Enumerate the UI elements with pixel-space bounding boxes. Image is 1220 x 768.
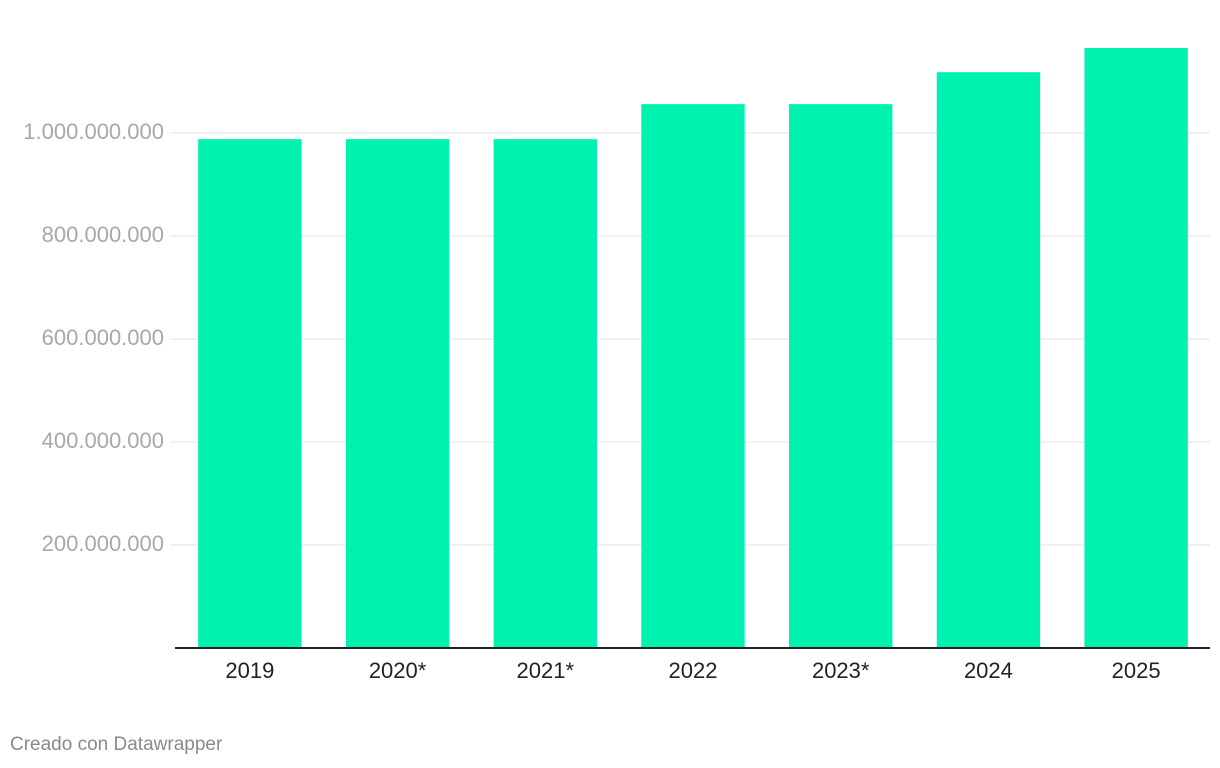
credit: Creado con Datawrapper (10, 734, 223, 755)
bar (641, 104, 745, 649)
x-tick-label: 2023* (812, 658, 870, 683)
y-tick-label: 400.000.000 (42, 428, 164, 453)
y-tick-label: 600.000.000 (42, 325, 164, 350)
bar (1084, 48, 1188, 648)
y-tick-label: 1.000.000.000 (23, 119, 164, 144)
x-tick-label: 2024 (964, 658, 1013, 683)
bar (345, 139, 450, 648)
bar (789, 104, 893, 649)
x-tick-label: 2021* (517, 658, 575, 683)
y-tick-label: 800.000.000 (42, 222, 164, 247)
x-tick-label: 2025 (1112, 658, 1161, 683)
bar (198, 139, 302, 648)
bar (936, 72, 1041, 649)
x-tick-label: 2022 (669, 658, 718, 683)
x-tick-label: 2020* (369, 658, 427, 683)
bar (493, 139, 597, 648)
y-tick-label: 200.000.000 (42, 531, 164, 556)
x-tick-label: 2019 (225, 658, 274, 683)
